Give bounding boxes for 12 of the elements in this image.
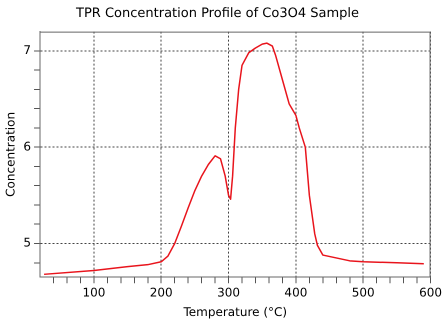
chart-title: TPR Concentration Profile of Co3O4 Sample bbox=[75, 6, 359, 22]
x-tick-label: 400 bbox=[284, 286, 308, 300]
x-axis-title: Temperature (°C) bbox=[182, 304, 288, 319]
y-tick-label: 6 bbox=[23, 139, 32, 154]
x-tick-label: 300 bbox=[217, 286, 240, 300]
y-tick-label: 7 bbox=[23, 42, 32, 57]
x-tick-label: 500 bbox=[352, 286, 375, 300]
x-tick-label: 600 bbox=[419, 286, 442, 300]
x-tick-label: 200 bbox=[150, 286, 173, 300]
y-tick-label: 5 bbox=[23, 236, 32, 250]
y-axis-title: Concentration bbox=[3, 112, 18, 197]
x-tick-label: 100 bbox=[82, 286, 106, 300]
